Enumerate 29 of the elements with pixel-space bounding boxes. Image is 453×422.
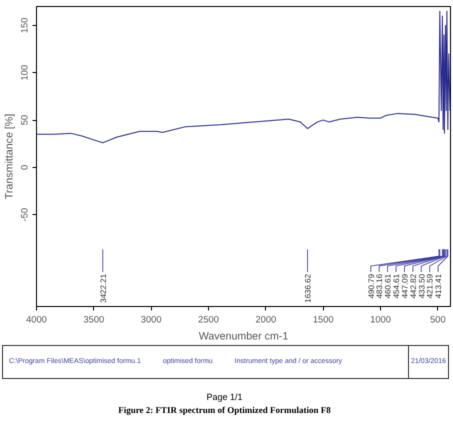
y-axis-title: Transmittance [%]: [4, 114, 16, 200]
annotation: 447.09: [400, 273, 410, 298]
x-tick-label: 3500: [83, 314, 104, 324]
x-tick-label: 500: [430, 314, 446, 324]
x-axis-title: Wavenumber cm-1: [198, 330, 288, 342]
text: Page 1/1: [205, 391, 244, 404]
annotation: 490.79: [366, 273, 376, 298]
annotation: 433.50: [417, 273, 426, 298]
annotation: 483.16: [375, 273, 384, 298]
x-tick-label: 2000: [255, 314, 276, 324]
x-tick-label: 1500: [312, 314, 334, 324]
y-tick-label: -50: [20, 208, 30, 222]
y-tick-label: 150: [20, 18, 30, 34]
y-tick-label: 0: [20, 164, 30, 170]
x-tick-label: 1000: [370, 314, 391, 324]
x-tick-label: 4000: [26, 314, 47, 324]
annotation: 460.61: [384, 273, 393, 298]
y-tick-label: 50: [20, 114, 30, 126]
y-tick-label: 100: [20, 64, 30, 81]
line-series: [36, 10, 450, 144]
annotation: 1636.62: [304, 273, 313, 303]
annotation: 413.41: [434, 273, 444, 298]
x-tick-label: 2500: [198, 314, 219, 324]
caption: Figure 2: FTIR spectrum of Optimized Formulation F8: [117, 404, 332, 417]
x-tick-label: 3000: [140, 314, 162, 324]
annotation: 421.59: [426, 273, 435, 298]
annotation: 454.61: [392, 273, 402, 298]
annotation: 442.82: [408, 273, 418, 298]
annotation: 3422.21: [98, 273, 108, 303]
